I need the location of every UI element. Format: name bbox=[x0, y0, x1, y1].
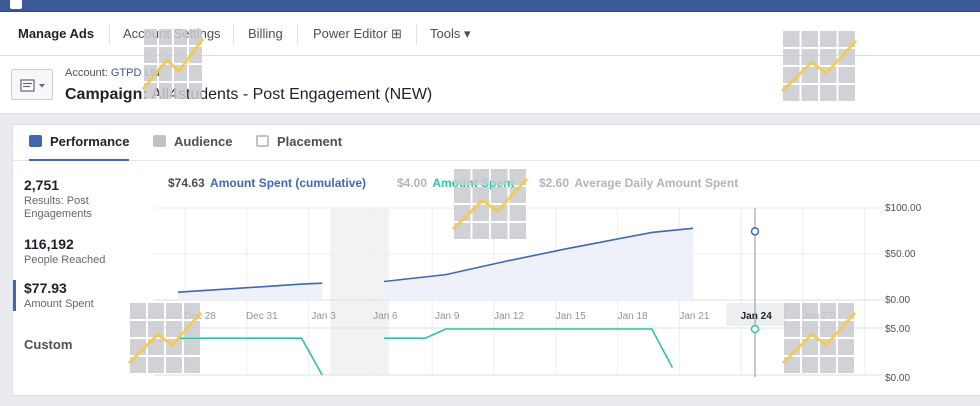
metric-results[interactable]: 2,751 Results: Post Engagements bbox=[24, 177, 106, 221]
metric-people-reached[interactable]: 116,192 People Reached bbox=[24, 236, 105, 267]
people-icon bbox=[153, 135, 166, 147]
selected-point-marker bbox=[750, 324, 760, 334]
legend-average-daily[interactable]: $2.60 Average Daily Amount Spent bbox=[539, 176, 738, 190]
placement-icon bbox=[256, 135, 269, 147]
y-tick-label: $0.00 bbox=[885, 373, 910, 384]
cumulative-line bbox=[383, 227, 694, 283]
legend-value: $4.00 bbox=[397, 176, 428, 190]
x-tick-label: Jan 15 bbox=[556, 311, 586, 322]
bar-chart-icon bbox=[29, 135, 42, 147]
tab-performance[interactable]: Performance bbox=[29, 125, 130, 161]
metric-value: 116,192 bbox=[24, 236, 74, 252]
x-tick-label: Jan 21 bbox=[679, 311, 709, 322]
x-tick-label: Dec 31 bbox=[246, 311, 278, 322]
selected-point-marker bbox=[750, 227, 760, 236]
nav-manage-ads[interactable]: Manage Ads bbox=[18, 26, 95, 41]
custom-metric-label[interactable]: Custom bbox=[24, 337, 73, 352]
x-tick-label: Jan 18 bbox=[618, 311, 648, 322]
y-tick-label: $50.00 bbox=[885, 249, 916, 260]
metric-label: People Reached bbox=[24, 254, 106, 266]
metric-label: Results: Post Engagements bbox=[24, 195, 92, 220]
image-placeholder-icon bbox=[141, 29, 205, 99]
list-dropdown-icon bbox=[20, 79, 45, 92]
cumulative-line bbox=[177, 282, 323, 293]
x-tick-label: Jan 9 bbox=[435, 311, 460, 322]
nav-tools[interactable]: Tools ▾ bbox=[430, 26, 471, 41]
tab-placement[interactable]: Placement bbox=[256, 125, 342, 161]
tab-audience[interactable]: Audience bbox=[153, 125, 233, 161]
nav-divider bbox=[233, 24, 234, 44]
legend-label: Average Daily Amount Spent bbox=[574, 176, 739, 190]
x-tick-label: Jan 27 bbox=[803, 311, 833, 322]
nav-divider bbox=[297, 24, 298, 44]
x-tick-label: Jan 3 bbox=[311, 311, 336, 322]
nav-divider bbox=[109, 24, 110, 44]
tab-placement-label: Placement bbox=[277, 134, 343, 149]
amount-spent-line bbox=[178, 337, 323, 376]
legend-label: Amount Spent (cumulative) bbox=[210, 176, 367, 190]
nav-billing[interactable]: Billing bbox=[248, 26, 283, 41]
campaign-title: Campaign: All4students - Post Engagement… bbox=[65, 86, 432, 104]
legend-cumulative[interactable]: $74.63 Amount Spent (cumulative) bbox=[168, 176, 366, 190]
tab-bar: Performance Audience Placement bbox=[13, 125, 980, 161]
image-placeholder-icon bbox=[451, 169, 529, 239]
tab-audience-label: Audience bbox=[174, 134, 233, 149]
image-placeholder-icon bbox=[781, 303, 857, 373]
nav-power-editor[interactable]: Power Editor ⊞ bbox=[313, 26, 402, 41]
performance-chart[interactable]: Dec 28 Dec 31 Jan 3 Jan 6 Jan 9 Jan 12 Jan 15 J… bbox=[13, 125, 980, 397]
campaign-name: All4students - Post Engagement (NEW) bbox=[151, 86, 433, 103]
campaign-menu-button[interactable] bbox=[11, 69, 53, 100]
legend-value: $2.60 bbox=[539, 176, 570, 190]
no-data-region bbox=[330, 208, 389, 328]
y-tick-label: $100.00 bbox=[885, 203, 922, 214]
amount-spent-line bbox=[384, 328, 674, 369]
x-tick-label: Jan 6 bbox=[373, 311, 398, 322]
x-tick-label: Jan 12 bbox=[494, 311, 524, 322]
image-placeholder-icon bbox=[127, 303, 203, 373]
facebook-logo-icon[interactable] bbox=[10, 0, 22, 9]
campaign-prefix: Campaign: bbox=[65, 86, 148, 103]
x-tick-label: Dec 28 bbox=[184, 311, 216, 322]
cumulative-area bbox=[178, 283, 323, 300]
cumulative-area bbox=[384, 228, 693, 300]
metric-value: 2,751 bbox=[24, 177, 60, 193]
y-tick-label: $5.00 bbox=[885, 324, 910, 335]
y-tick-label: $0.00 bbox=[885, 295, 910, 306]
metric-amount-spent[interactable]: $77.93 Amount Spent bbox=[13, 280, 94, 311]
no-data-region bbox=[330, 328, 389, 375]
top-bar bbox=[0, 0, 980, 12]
highlighted-tick-bg bbox=[726, 303, 787, 326]
metric-label: Amount Spent bbox=[24, 298, 94, 310]
nav-divider bbox=[416, 24, 417, 44]
image-placeholder-icon bbox=[780, 31, 858, 101]
tab-performance-label: Performance bbox=[50, 134, 130, 149]
x-tick-label: Jan 24 bbox=[741, 311, 773, 322]
account-prefix: Account: bbox=[65, 67, 108, 79]
legend-value: $74.63 bbox=[168, 176, 205, 190]
metric-value: $77.93 bbox=[24, 280, 67, 296]
